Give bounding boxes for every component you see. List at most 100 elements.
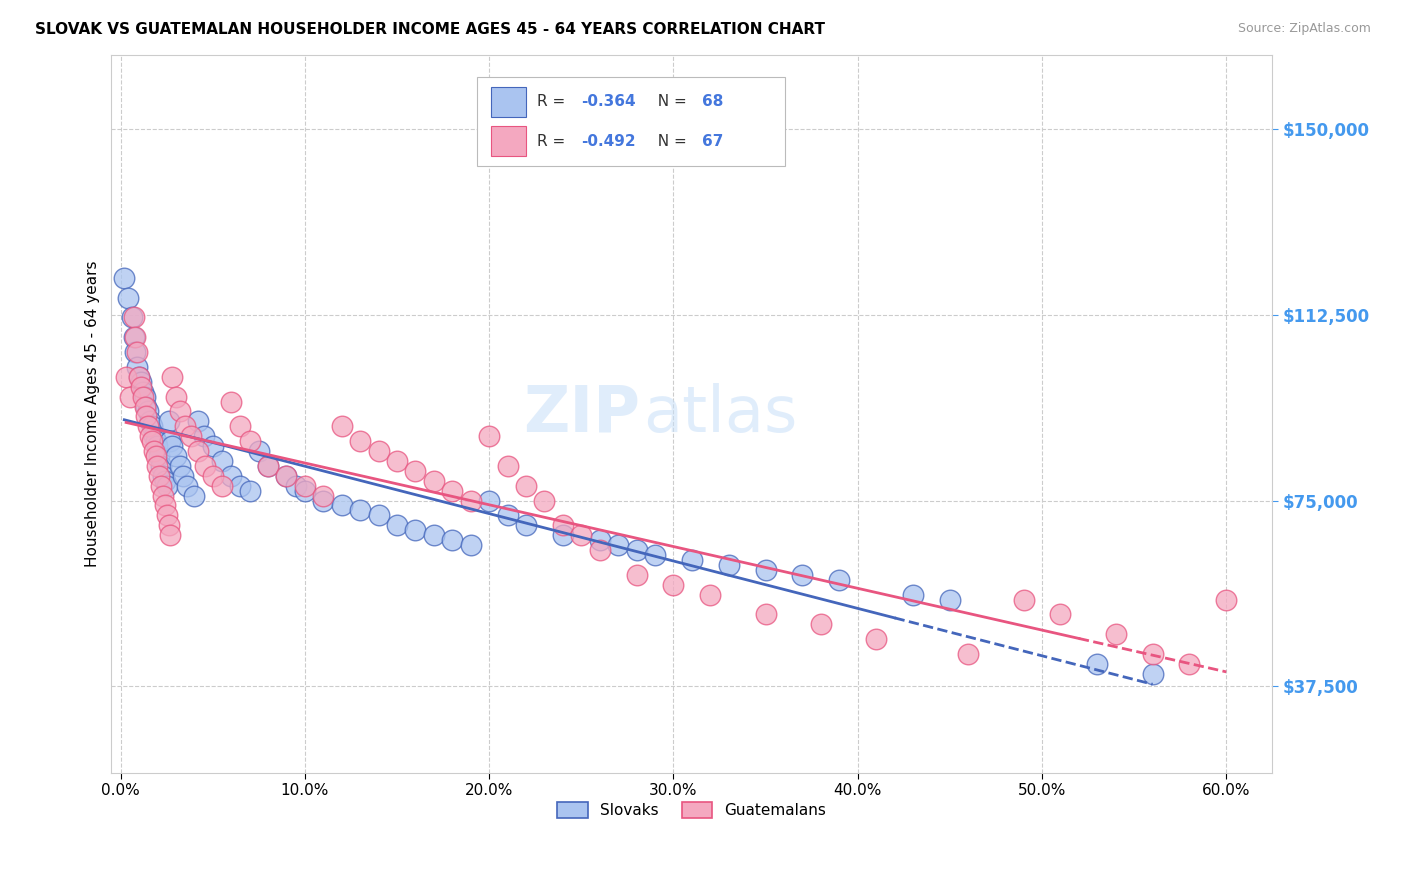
Point	[153, 499, 176, 513]
Point	[127, 359, 149, 374]
Point	[194, 458, 217, 473]
Point	[423, 528, 446, 542]
Point	[112, 270, 135, 285]
Point	[478, 493, 501, 508]
Point	[496, 458, 519, 473]
Legend: Slovaks, Guatemalans: Slovaks, Guatemalans	[550, 795, 834, 826]
Point	[229, 419, 252, 434]
Point	[367, 444, 389, 458]
Point	[159, 528, 181, 542]
Point	[139, 414, 162, 428]
Point	[257, 458, 280, 473]
Point	[165, 390, 187, 404]
Point	[312, 493, 335, 508]
Point	[117, 291, 139, 305]
Text: N =: N =	[648, 95, 692, 110]
Point	[124, 330, 146, 344]
Point	[157, 414, 180, 428]
Point	[146, 458, 169, 473]
Text: 67: 67	[703, 134, 724, 149]
Point	[134, 400, 156, 414]
Point	[1215, 592, 1237, 607]
Point	[124, 345, 146, 359]
Point	[229, 479, 252, 493]
Point	[122, 310, 145, 325]
Point	[901, 588, 924, 602]
Point	[156, 479, 179, 493]
Point	[1178, 657, 1201, 671]
Point	[533, 493, 555, 508]
Point	[169, 404, 191, 418]
Point	[607, 538, 630, 552]
Text: ZIP: ZIP	[523, 383, 640, 445]
Point	[367, 508, 389, 523]
Point	[157, 518, 180, 533]
Point	[385, 454, 408, 468]
Point	[515, 479, 537, 493]
Point	[284, 479, 307, 493]
Point	[156, 508, 179, 523]
Point	[247, 444, 270, 458]
Point	[128, 369, 150, 384]
Point	[276, 468, 298, 483]
Point	[150, 479, 173, 493]
Text: R =: R =	[537, 134, 571, 149]
Point	[865, 632, 887, 646]
Point	[330, 419, 353, 434]
Point	[139, 429, 162, 443]
Point	[681, 553, 703, 567]
Point	[201, 439, 224, 453]
Point	[441, 533, 464, 548]
Text: N =: N =	[648, 134, 692, 149]
Bar	[491, 126, 526, 156]
Point	[330, 499, 353, 513]
Text: -0.364: -0.364	[582, 95, 637, 110]
Point	[129, 375, 152, 389]
Point	[294, 479, 316, 493]
Point	[294, 483, 316, 498]
Point	[1142, 666, 1164, 681]
Point	[180, 429, 202, 443]
Point	[257, 458, 280, 473]
Point	[792, 567, 814, 582]
Point	[589, 543, 612, 558]
Point	[755, 563, 778, 577]
Point	[404, 523, 426, 537]
Point	[569, 528, 592, 542]
Point	[589, 533, 612, 548]
Bar	[477, 77, 785, 167]
Point	[132, 390, 155, 404]
Point	[187, 444, 209, 458]
Point	[404, 464, 426, 478]
Point	[153, 474, 176, 488]
Point	[134, 390, 156, 404]
Text: 68: 68	[703, 95, 724, 110]
Text: atlas: atlas	[643, 383, 797, 445]
Point	[142, 429, 165, 443]
Point	[148, 468, 170, 483]
Point	[441, 483, 464, 498]
Point	[122, 330, 145, 344]
Point	[211, 454, 233, 468]
Point	[187, 414, 209, 428]
Point	[160, 439, 183, 453]
Point	[152, 468, 174, 483]
Point	[172, 468, 194, 483]
Point	[1012, 592, 1035, 607]
Point	[159, 434, 181, 449]
Point	[349, 434, 371, 449]
Point	[755, 607, 778, 622]
Point	[176, 479, 198, 493]
Point	[1049, 607, 1071, 622]
Point	[496, 508, 519, 523]
Point	[828, 573, 851, 587]
Point	[349, 503, 371, 517]
Point	[146, 439, 169, 453]
Point	[1105, 627, 1128, 641]
Point	[136, 419, 159, 434]
Point	[132, 384, 155, 399]
Point	[141, 419, 163, 434]
Point	[699, 588, 721, 602]
Point	[515, 518, 537, 533]
Point	[276, 468, 298, 483]
